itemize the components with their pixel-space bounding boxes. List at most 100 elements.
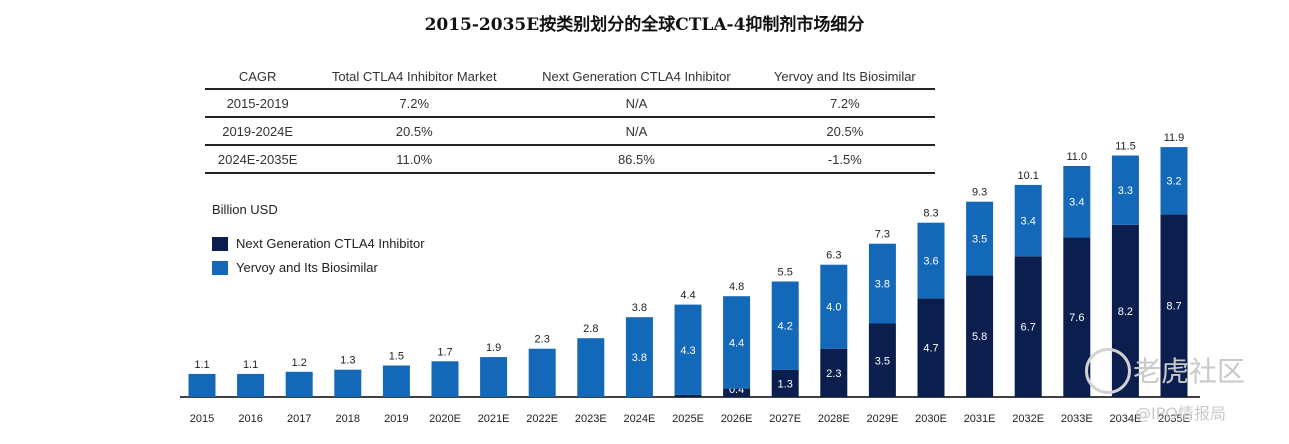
bar-segment-yervoy [577,338,605,397]
x-tick-label: 2024E [623,413,655,425]
cagr-cell: N/A [518,89,755,118]
data-label-yervoy: 4.0 [826,302,841,314]
total-label: 1.9 [486,342,501,354]
cagr-table-row: 2015-2019 7.2% N/A 7.2% [205,89,935,118]
bar-segment-yervoy [820,264,848,349]
data-label-next-generation: 3.5 [875,355,890,367]
legend-label: Yervoy and Its Biosimilar [236,260,378,275]
legend-label: Next Generation CTLA4 Inhibitor [236,236,425,251]
x-tick-label: 2018 [336,413,360,425]
cagr-cell: 20.5% [754,117,935,146]
x-tick-label: 2020E [429,413,461,425]
cagr-header-cell: Next Generation CTLA4 Inhibitor [518,64,755,90]
bar-segment-yervoy [1160,147,1188,215]
data-label-yervoy: 3.3 [1118,185,1133,197]
cagr-table: CAGR Total CTLA4 Inhibitor Market Next G… [205,64,935,174]
legend-swatch-yervoy [212,260,228,275]
watermark-handle: @IPO情报局 [1135,404,1226,423]
watermark-text: 老虎社区 [1133,355,1246,388]
cagr-header-cell: Total CTLA4 Inhibitor Market [310,64,519,90]
bar-segment-next-generation [917,298,945,397]
x-tick-label: 2019 [384,413,408,425]
bar-segment-yervoy [1063,166,1091,238]
cagr-cell: 2019-2024E [205,117,311,146]
data-label-yervoy: 3.5 [972,233,987,245]
bar-segment-yervoy [431,361,459,397]
cagr-header-cell: CAGR [205,64,311,90]
total-label: 11.9 [1164,132,1185,144]
x-tick-label: 2016 [238,413,262,425]
x-tick-label: 2032E [1012,413,1044,425]
cagr-cell: 86.5% [518,145,755,174]
x-tick-label: 2035E [1158,413,1190,425]
cagr-cell: 2024E-2035E [205,145,311,174]
total-label: 9.3 [972,187,987,199]
total-label: 2.3 [535,334,550,346]
total-label: 1.1 [243,359,258,371]
total-label: 1.5 [389,351,404,363]
cagr-header-cell: Yervoy and Its Biosimilar [754,64,935,90]
cagr-cell: 7.2% [754,89,935,118]
legend-item-next-generation: Next Generation CTLA4 Inhibitor [212,236,425,251]
data-label-yervoy: 4.3 [680,345,695,357]
bar-segment-yervoy [771,281,799,370]
bar-segment-yervoy [723,296,751,389]
data-label-yervoy: 3.8 [632,352,647,364]
bar-segment-next-generation [1160,214,1188,397]
bar-segment-yervoy [334,369,362,397]
x-tick-label: 2028E [818,413,850,425]
chart-title: 2015-2035E按类别划分的全球CTLA-4抑制剂市场细分 [424,15,865,35]
bar-segment-yervoy [285,371,313,397]
bar-segment-yervoy [625,317,653,397]
bar-segment-yervoy [188,373,216,397]
data-label-next-generation: 8.7 [1166,301,1181,313]
x-tick-label: 2017 [287,413,311,425]
data-label-yervoy: 4.2 [778,321,793,333]
tiger-logo-icon [1085,348,1131,394]
data-label-next-generation: 7.6 [1069,312,1084,324]
x-tick-label: 2027E [769,413,801,425]
cagr-cell: 2015-2019 [205,89,311,118]
data-label-yervoy: 3.4 [1021,216,1036,228]
bar-segment-yervoy [917,222,945,299]
total-label: 2.8 [583,323,598,335]
x-tick-label: 2023E [575,413,607,425]
total-label: 4.4 [680,290,695,302]
bar-segment-yervoy [674,304,702,395]
x-tick-label: 2029E [866,413,898,425]
total-label: 3.8 [632,302,647,314]
bar-segment-yervoy [237,373,265,397]
data-label-yervoy: 3.2 [1166,176,1181,188]
data-label-yervoy: 3.4 [1069,197,1084,209]
legend-swatch-next-generation [212,236,228,251]
cagr-table-header-row: CAGR Total CTLA4 Inhibitor Market Next G… [205,64,935,90]
bar-segment-yervoy [868,243,896,324]
x-tick-label: 2022E [526,413,558,425]
total-label: 1.7 [437,346,452,358]
bar-segment-next-generation [674,394,702,397]
cagr-cell: -1.5% [754,145,935,174]
bar-segment-yervoy [382,365,410,397]
total-label: 8.3 [923,208,938,220]
bar-segment-yervoy [528,348,556,397]
x-tick-label: 2034E [1109,413,1141,425]
x-tick-label: 2033E [1061,413,1093,425]
bar-segment-yervoy [966,201,994,276]
x-tick-label: 2031E [964,413,996,425]
data-label-next-generation: 1.3 [778,378,793,390]
cagr-table-row: 2019-2024E 20.5% N/A 20.5% [205,117,935,146]
total-label: 5.5 [778,267,793,279]
watermark: 老虎社区 @IPO情报局 [1085,348,1275,428]
x-tick-label: 2026E [721,413,753,425]
bar-segment-next-generation [966,275,994,397]
cagr-cell: N/A [518,117,755,146]
cagr-cell: 20.5% [310,117,519,146]
data-label-next-generation: 5.8 [972,331,987,343]
x-tick-label: 2015 [190,413,214,425]
total-label: 10.1 [1017,170,1038,182]
cagr-cell: 7.2% [310,89,519,118]
x-tick-label: 2025E [672,413,704,425]
total-label: 7.3 [875,229,890,241]
bar-segment-next-generation [868,323,896,397]
